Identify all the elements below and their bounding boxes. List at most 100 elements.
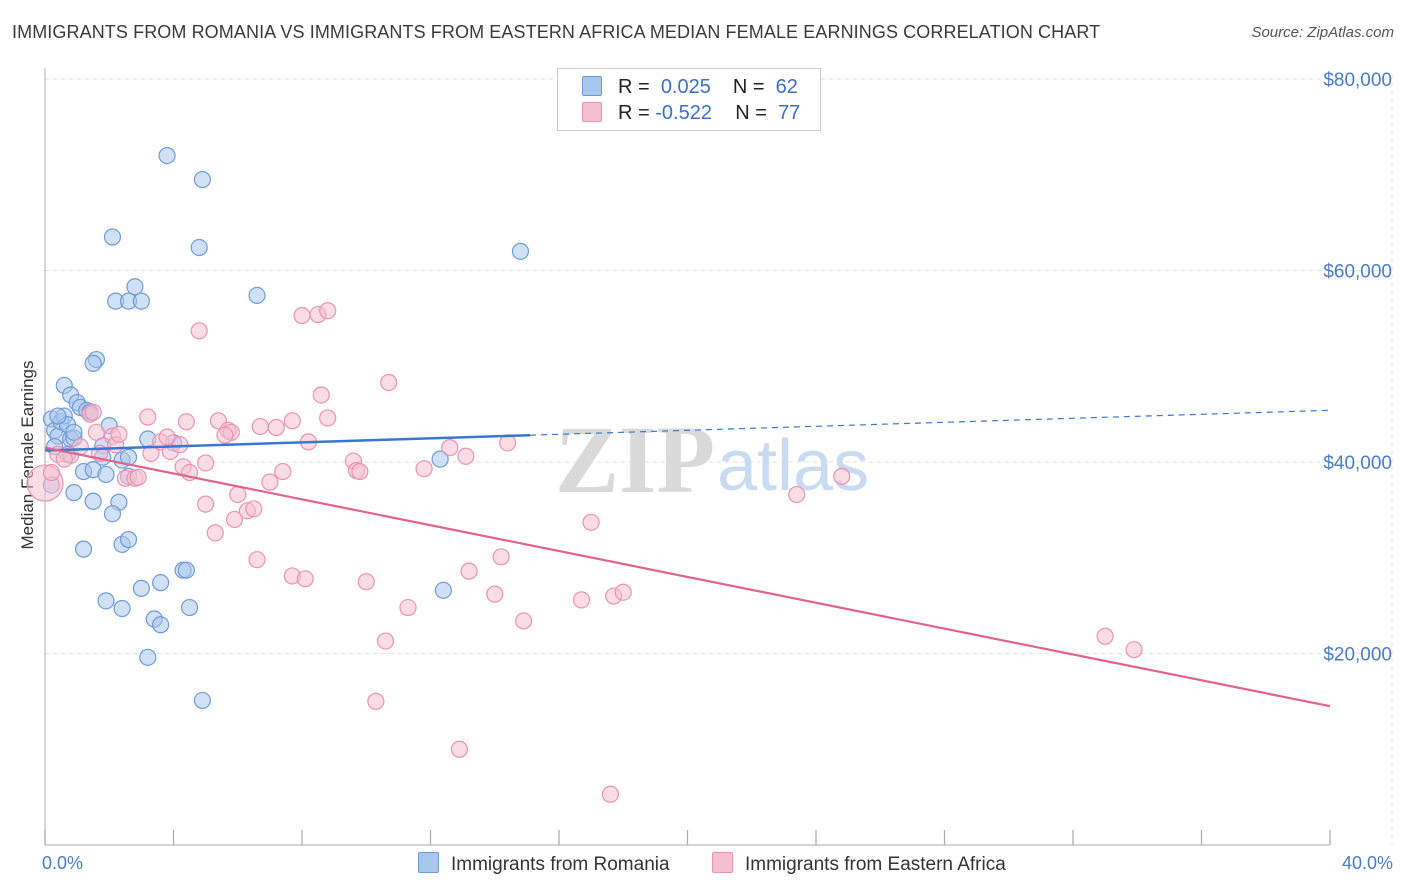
eastern-africa-point xyxy=(460,562,478,580)
y-tick-label: $80,000 xyxy=(1323,70,1392,91)
eastern-africa-point xyxy=(190,322,208,340)
eastern-africa-point xyxy=(197,495,215,513)
eastern-africa-point xyxy=(158,428,176,446)
romania-point xyxy=(193,170,212,189)
eastern-africa-point xyxy=(450,740,469,758)
legend-r-label: R = xyxy=(618,102,650,124)
romania-point xyxy=(152,574,170,592)
romania-point xyxy=(158,147,176,165)
romania-point xyxy=(126,278,144,296)
eastern-africa-point xyxy=(833,467,851,485)
legend-row-romania: R = 0.025 N = 62 xyxy=(582,76,798,100)
romania-point xyxy=(434,581,452,599)
romania-trend-line xyxy=(44,433,531,452)
romania-point xyxy=(193,691,212,710)
bottom-legend-label-eastern-africa: Immigrants from Eastern Africa xyxy=(745,854,1006,875)
eastern-africa-point xyxy=(312,386,330,404)
eastern-africa-point xyxy=(319,302,337,320)
eastern-africa-point xyxy=(197,454,215,472)
eastern-africa-point xyxy=(71,438,89,456)
bottom-legend-label-romania: Immigrants from Romania xyxy=(451,854,670,875)
romania-point xyxy=(103,505,122,523)
eastern-africa-point xyxy=(229,485,247,504)
eastern-africa-point xyxy=(139,408,157,426)
romania-trend-extension xyxy=(530,409,1331,436)
romania-point xyxy=(132,292,150,310)
watermark: ZIP atlas xyxy=(555,406,869,513)
romania-point xyxy=(97,592,115,610)
series-eastern-africa-points xyxy=(26,302,1143,803)
eastern-africa-point xyxy=(274,462,292,481)
eastern-africa-point xyxy=(293,306,311,325)
legend-n-label: N = xyxy=(735,102,767,124)
correlation-legend: R = 0.025 N = 62 R = -0.522 N = 77 xyxy=(557,68,821,131)
eastern-africa-point xyxy=(351,462,369,481)
romania-point xyxy=(97,465,115,484)
legend-row-eastern-africa: R = -0.522 N = 77 xyxy=(582,102,800,126)
eastern-africa-point xyxy=(441,439,459,457)
eastern-africa-point xyxy=(1125,641,1143,659)
eastern-africa-point xyxy=(142,444,160,462)
legend-r-value: 0.025 xyxy=(660,76,711,98)
romania-point xyxy=(431,450,449,468)
eastern-africa-trend-line xyxy=(44,446,1331,708)
eastern-africa-point xyxy=(177,413,195,431)
bottom-legend-swatch-romania xyxy=(418,852,439,873)
romania-point xyxy=(139,648,157,666)
romania-point xyxy=(65,484,83,502)
romania-point xyxy=(180,598,199,617)
y-tick-label: $40,000 xyxy=(1323,453,1392,474)
legend-n-value: 77 xyxy=(778,102,801,124)
legend-r-value: -0.522 xyxy=(655,102,712,124)
eastern-africa-point xyxy=(457,447,475,465)
x-tick-label-min: 0.0% xyxy=(42,853,83,873)
eastern-africa-point xyxy=(251,417,269,436)
romania-point xyxy=(511,242,530,260)
romania-point xyxy=(190,238,208,257)
bottom-legend-swatch-eastern-africa xyxy=(712,852,733,873)
romania-point xyxy=(49,407,67,425)
source-label: Source: ZipAtlas.com xyxy=(1251,24,1394,41)
eastern-africa-point xyxy=(225,510,244,529)
eastern-africa-point xyxy=(486,585,504,603)
eastern-africa-point xyxy=(399,598,417,617)
legend-swatch-eastern-africa xyxy=(582,102,602,122)
eastern-africa-point xyxy=(582,513,600,531)
eastern-africa-point xyxy=(110,425,128,443)
eastern-africa-point xyxy=(206,524,224,542)
romania-point xyxy=(103,228,122,246)
eastern-africa-point xyxy=(296,570,314,588)
eastern-africa-point xyxy=(380,373,398,392)
bottom-legend-romania: Immigrants from Romania xyxy=(418,852,670,876)
bottom-legend-eastern-africa: Immigrants from Eastern Africa xyxy=(712,852,1006,876)
eastern-africa-point xyxy=(283,412,301,430)
eastern-africa-point xyxy=(319,409,337,427)
grid xyxy=(45,75,1393,845)
eastern-africa-point xyxy=(87,423,106,441)
eastern-africa-point xyxy=(129,468,147,486)
eastern-africa-point xyxy=(376,632,395,650)
watermark-zip: ZIP xyxy=(555,406,715,513)
eastern-africa-point xyxy=(415,460,433,478)
romania-point xyxy=(119,530,138,549)
eastern-africa-point xyxy=(515,612,533,630)
eastern-africa-point xyxy=(614,583,632,601)
eastern-africa-point xyxy=(216,426,234,444)
romania-point xyxy=(84,492,102,510)
axes xyxy=(44,68,1331,846)
romania-point xyxy=(152,616,170,634)
romania-point xyxy=(65,423,83,441)
legend-n-label: N = xyxy=(732,76,765,98)
eastern-africa-point xyxy=(261,473,279,491)
romania-point xyxy=(132,579,150,597)
chart-title: IMMIGRANTS FROM ROMANIA VS IMMIGRANTS FR… xyxy=(12,22,1101,42)
romania-point xyxy=(74,540,93,558)
legend-r-label: R = xyxy=(618,76,650,98)
x-tick-label-max: 40.0% xyxy=(1342,853,1393,873)
romania-point xyxy=(84,354,102,372)
eastern-africa-point xyxy=(357,573,375,591)
eastern-africa-point xyxy=(42,463,61,482)
romania-point xyxy=(113,599,131,618)
eastern-africa-point xyxy=(84,403,102,421)
